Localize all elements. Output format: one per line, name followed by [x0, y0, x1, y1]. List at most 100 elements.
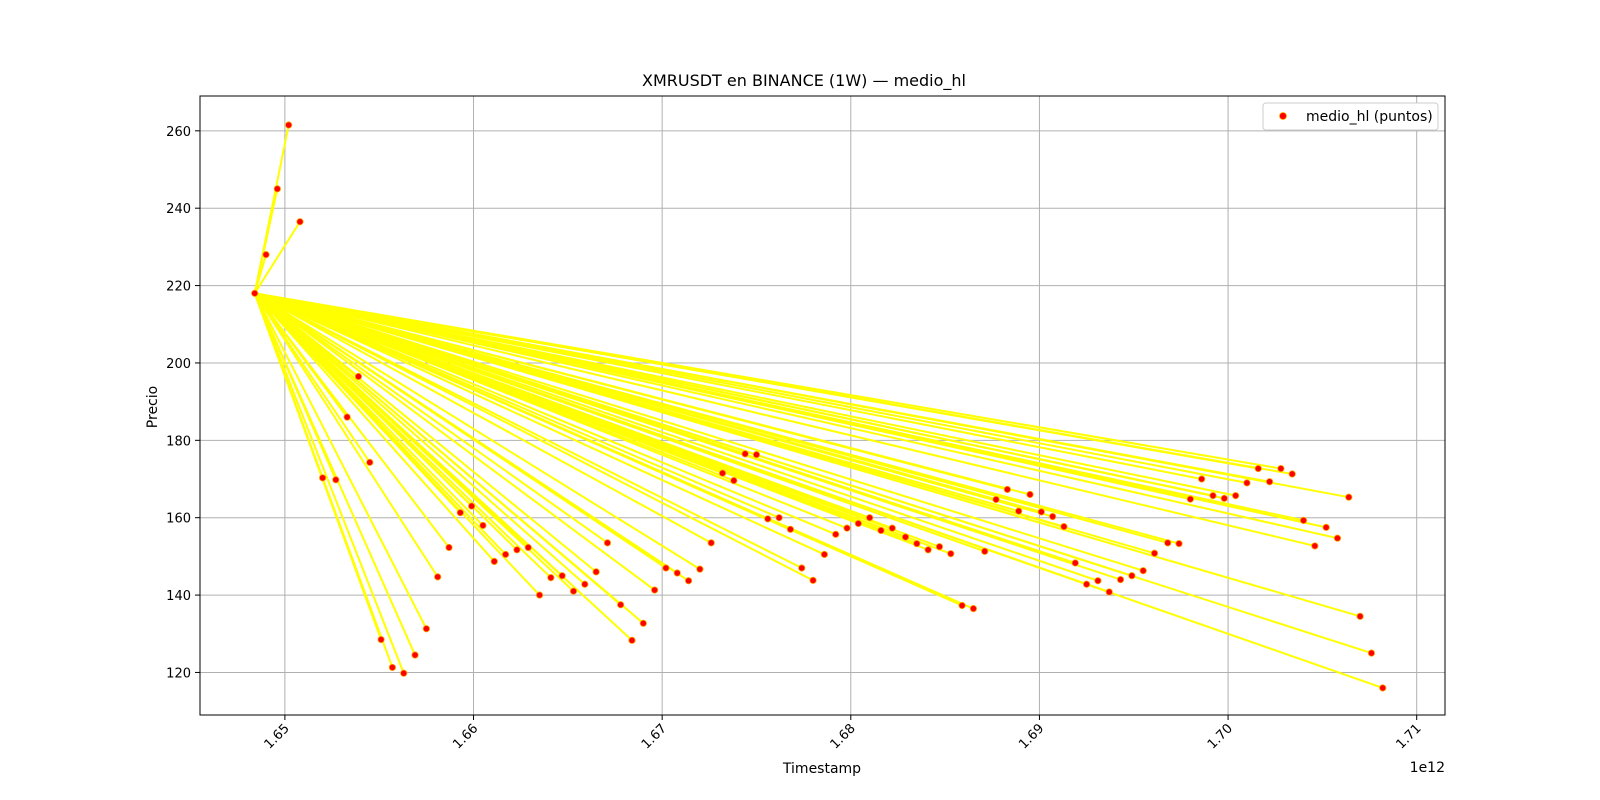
plot-frame [199, 95, 1446, 716]
data-point [377, 635, 385, 644]
connector-line [253, 292, 952, 555]
connector-line [253, 292, 837, 536]
connector-line [253, 292, 826, 556]
x-axis-label: Timestamp [782, 761, 861, 777]
data-point [1198, 475, 1206, 483]
connector-line [253, 292, 656, 592]
data-point [581, 580, 589, 588]
data-point [809, 576, 817, 584]
data-point [877, 526, 885, 535]
data-point [354, 372, 363, 381]
data-point [832, 530, 840, 538]
data-point [1060, 522, 1068, 531]
data-point [684, 577, 693, 585]
y-tick-label: 180 [166, 434, 191, 449]
connector-line [253, 292, 1339, 540]
data-point [786, 525, 795, 533]
data-point [1128, 572, 1136, 580]
data-point [662, 564, 670, 572]
connector-line [253, 292, 1316, 547]
y-axis-ticks: 120 140 160 180 200 220 240 260 [166, 125, 200, 681]
connector-line [253, 292, 1122, 581]
data-point [434, 573, 442, 581]
legend-frame [1262, 102, 1439, 131]
connector-line [253, 292, 633, 642]
data-point [958, 601, 966, 610]
connector-line [253, 292, 496, 563]
data-point [501, 550, 510, 559]
legend-label: medio_hl (puntos) [1306, 109, 1433, 125]
connector-line [253, 292, 690, 582]
legend: medio_hl (puntos) [1262, 102, 1439, 131]
data-point [1299, 516, 1308, 525]
data-point [1254, 464, 1262, 473]
data-point [924, 546, 932, 554]
data-point [1379, 684, 1387, 692]
data-point [1209, 492, 1217, 500]
data-point [764, 515, 772, 523]
data-point [866, 514, 874, 522]
data-point [843, 524, 851, 532]
data-point [1232, 492, 1240, 500]
data-point [603, 539, 612, 547]
connector-line [253, 292, 586, 586]
connector-line [253, 292, 849, 530]
data-point [411, 651, 419, 659]
connector-line [253, 292, 428, 630]
data-point [651, 586, 659, 594]
data-point [901, 533, 910, 541]
connector-line [253, 292, 417, 657]
data-point [854, 519, 862, 528]
data-point [696, 565, 704, 573]
y-axis-label: Precio [145, 386, 161, 428]
connector-line [253, 292, 1145, 572]
data-point [752, 451, 761, 459]
y-tick-label: 120 [166, 666, 191, 681]
data-point [366, 458, 374, 466]
data-point [947, 550, 955, 558]
data-point [1026, 490, 1034, 499]
data-point [1322, 523, 1330, 531]
data-point [617, 601, 625, 609]
data-point [1288, 470, 1296, 478]
connector-line [253, 292, 598, 573]
data-point [1311, 542, 1319, 550]
connector-line [253, 292, 645, 625]
data-point [296, 218, 304, 226]
legend-marker [1279, 112, 1287, 120]
chart-title: XMRUSDT en BINANCE (1W) — medio_hl [642, 71, 966, 91]
y-tick-label: 140 [166, 589, 191, 604]
data-point [456, 509, 464, 517]
data-point [262, 251, 270, 259]
connector-line [253, 292, 1294, 475]
data-point [1356, 612, 1364, 620]
connector-line [253, 220, 301, 295]
connector-line [253, 292, 541, 597]
data-point [1175, 540, 1183, 548]
y-tick-label: 160 [166, 512, 191, 527]
data-point [1277, 464, 1285, 473]
data-point [569, 587, 578, 595]
data-point [479, 521, 487, 530]
data-point [332, 476, 340, 484]
data-point [422, 625, 430, 633]
connector-line [253, 292, 1350, 499]
data-point [981, 547, 989, 555]
data-point [707, 539, 715, 547]
data-point [1015, 507, 1023, 515]
y-tick-label: 220 [166, 280, 191, 295]
data-point [558, 572, 566, 580]
data-point [628, 636, 636, 644]
data-point [798, 564, 806, 572]
connector-line [253, 292, 1181, 545]
data-point [718, 469, 727, 477]
data-point [388, 663, 397, 672]
data-point [251, 289, 259, 297]
x-axis-offset-label: 1e12 [1410, 760, 1445, 776]
connector-line [253, 124, 290, 295]
connector-line [253, 292, 450, 549]
connector-line [253, 292, 609, 544]
data-point [1186, 495, 1194, 503]
data-point [820, 550, 828, 559]
